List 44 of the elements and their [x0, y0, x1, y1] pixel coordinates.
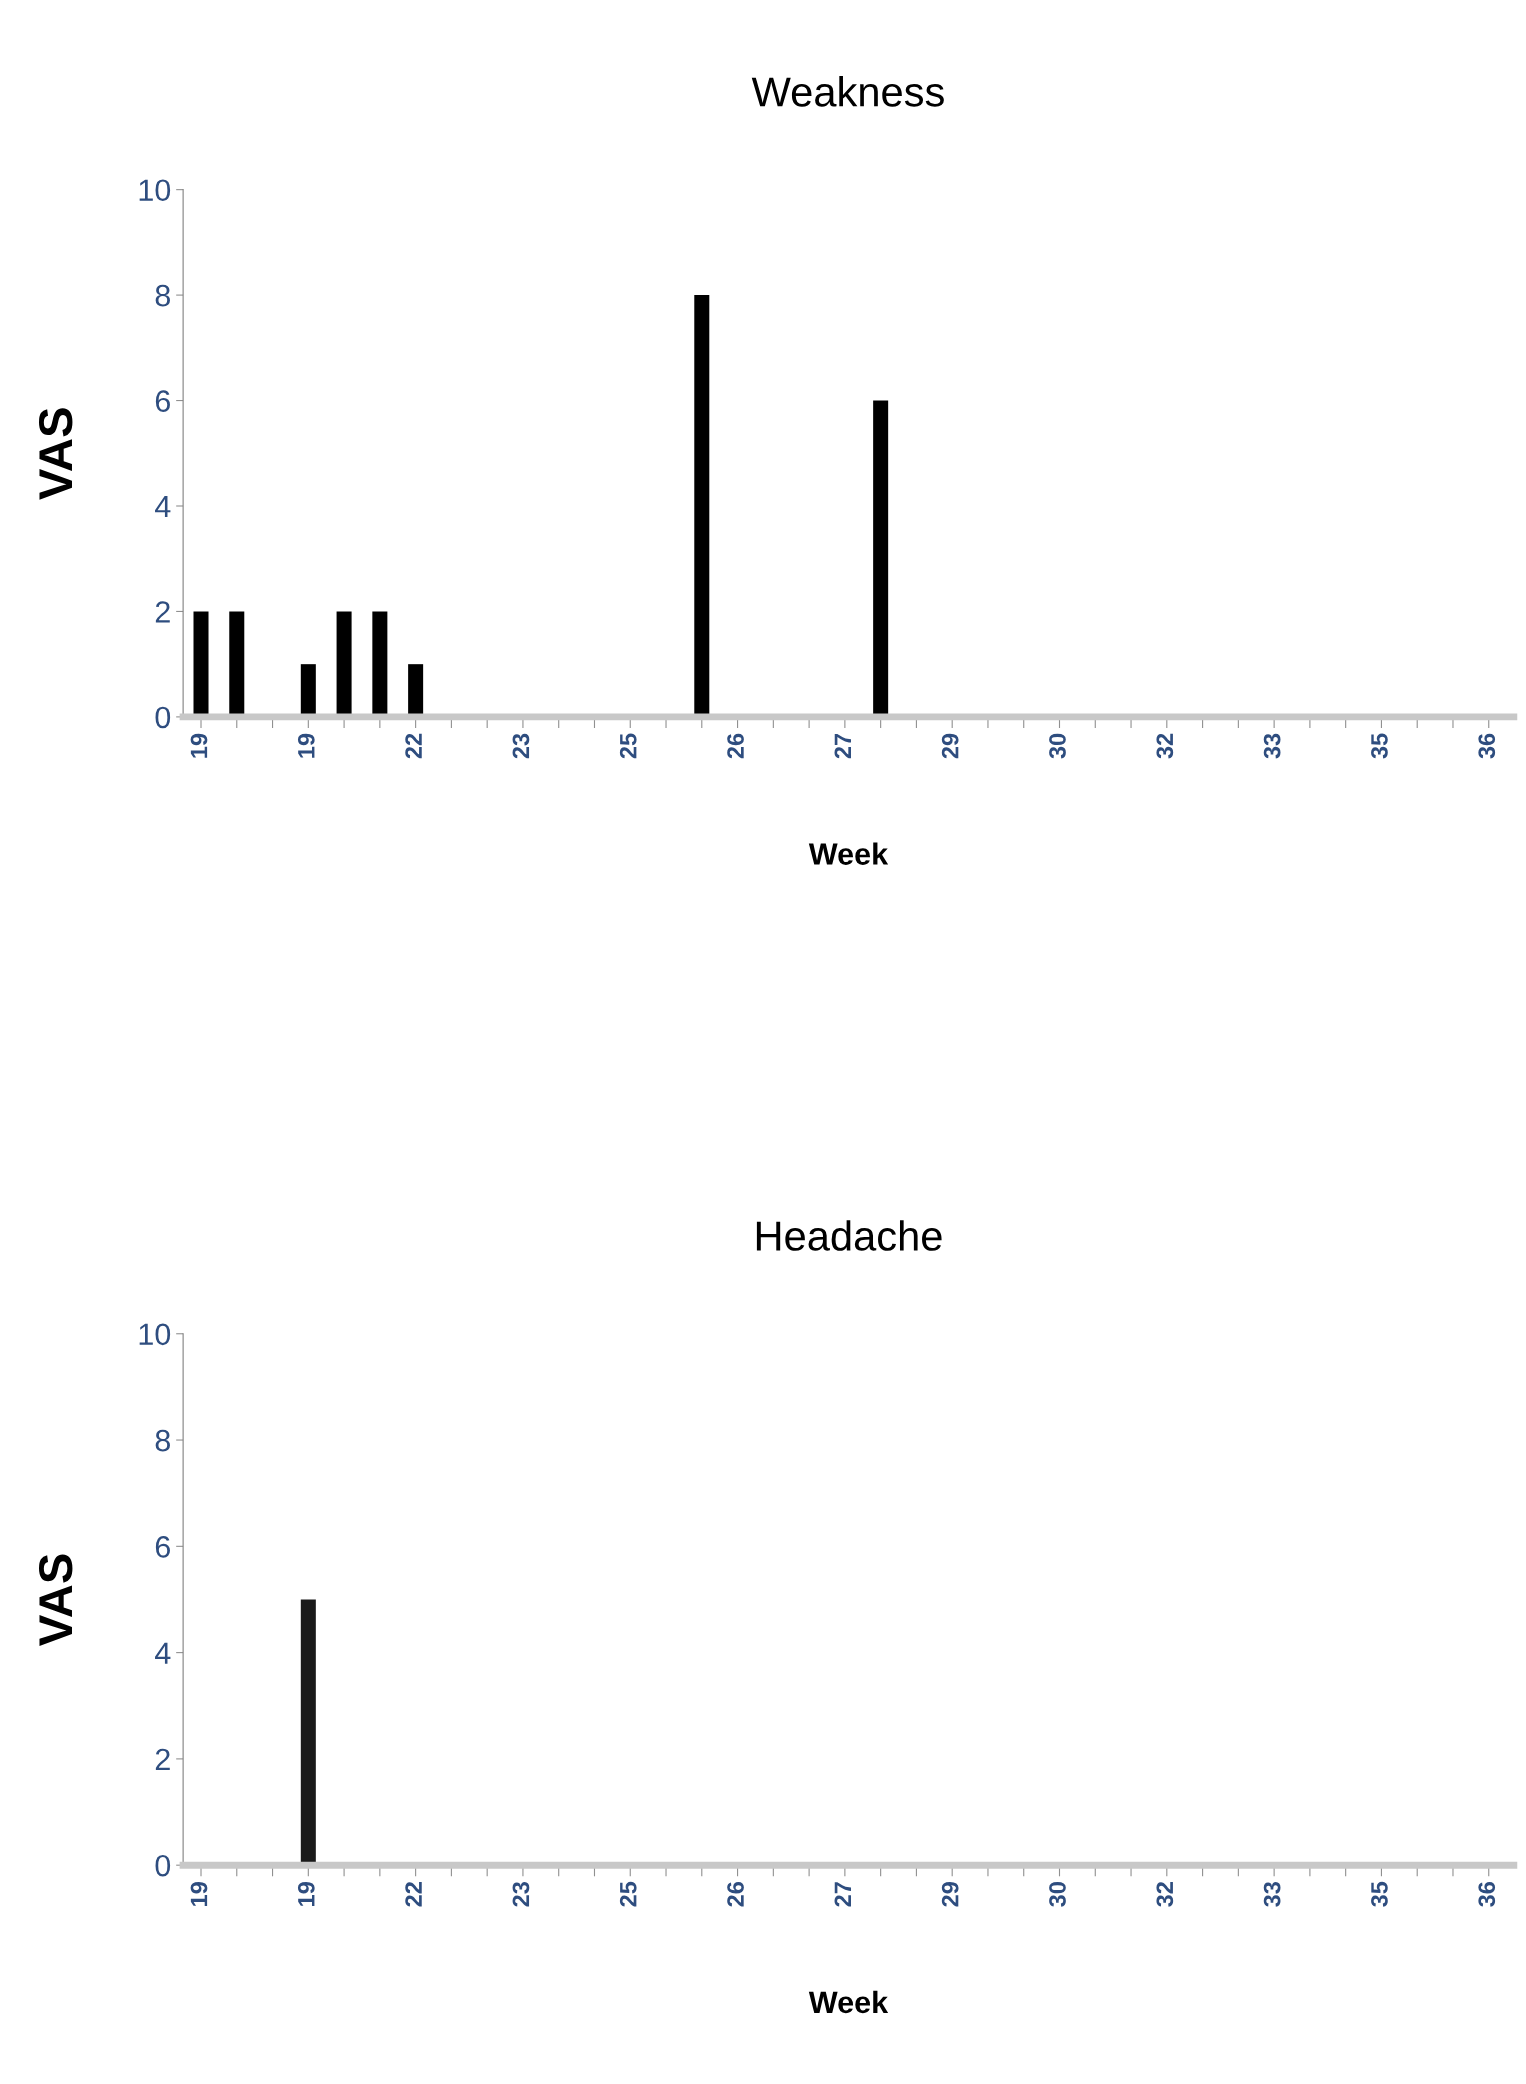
- x-tick-label: 19: [190, 1882, 208, 1906]
- x-tick-label: 30: [1049, 733, 1066, 759]
- y-tick-label: 8: [155, 284, 170, 307]
- x-axis-title: Week: [808, 842, 889, 865]
- y-axis-title: VAS: [39, 408, 73, 500]
- x-tick-label: 29: [941, 733, 959, 759]
- x-tick-label: 19: [190, 733, 208, 758]
- x-tick-label: 32: [1156, 733, 1174, 759]
- x-tick-label: 32: [1156, 1882, 1174, 1907]
- y-tick-label: 6: [155, 1536, 170, 1558]
- x-tick-label: 35: [1371, 1881, 1388, 1907]
- x-tick-label: 30: [1049, 1882, 1066, 1907]
- chart-title: Headache: [756, 1220, 942, 1251]
- x-tick-label: 19: [297, 1882, 315, 1906]
- y-tick-label: 2: [155, 1748, 170, 1770]
- x-tick-label: 27: [834, 1882, 851, 1907]
- x-tick-label: 19: [297, 733, 315, 758]
- x-tick-label: 22: [405, 733, 422, 759]
- x-axis-title: Week: [808, 1990, 889, 2014]
- x-tick-label: 29: [941, 1882, 959, 1907]
- x-tick-label: 22: [405, 1882, 422, 1907]
- x-tick-label: 23: [512, 733, 530, 759]
- x-tick-label: 27: [834, 733, 851, 759]
- x-tick-label: 25: [619, 733, 637, 759]
- y-axis-title: VAS: [39, 1554, 73, 1646]
- x-tick-label: 35: [1371, 733, 1388, 759]
- x-tick-label: 25: [619, 1881, 637, 1907]
- y-tick-label: 4: [155, 1642, 171, 1664]
- y-tick-label: 4: [155, 496, 171, 518]
- y-tick-label: 0: [155, 706, 171, 729]
- x-tick-label: 26: [727, 733, 744, 759]
- x-tick-label: 23: [512, 1882, 530, 1907]
- x-tick-label: 36: [1478, 733, 1496, 759]
- chart-title: Weakness: [751, 76, 944, 107]
- y-tick-label: 8: [155, 1429, 170, 1452]
- y-tick-label: 0: [155, 1854, 171, 1877]
- y-tick-label: 10: [139, 179, 171, 202]
- x-tick-label: 33: [1263, 733, 1281, 759]
- x-tick-label: 33: [1263, 1882, 1281, 1907]
- y-tick-label: 6: [155, 390, 170, 412]
- y-tick-label: 2: [155, 601, 170, 623]
- x-tick-label: 26: [727, 1882, 744, 1907]
- y-tick-label: 10: [139, 1323, 171, 1346]
- x-tick-label: 36: [1478, 1882, 1496, 1907]
